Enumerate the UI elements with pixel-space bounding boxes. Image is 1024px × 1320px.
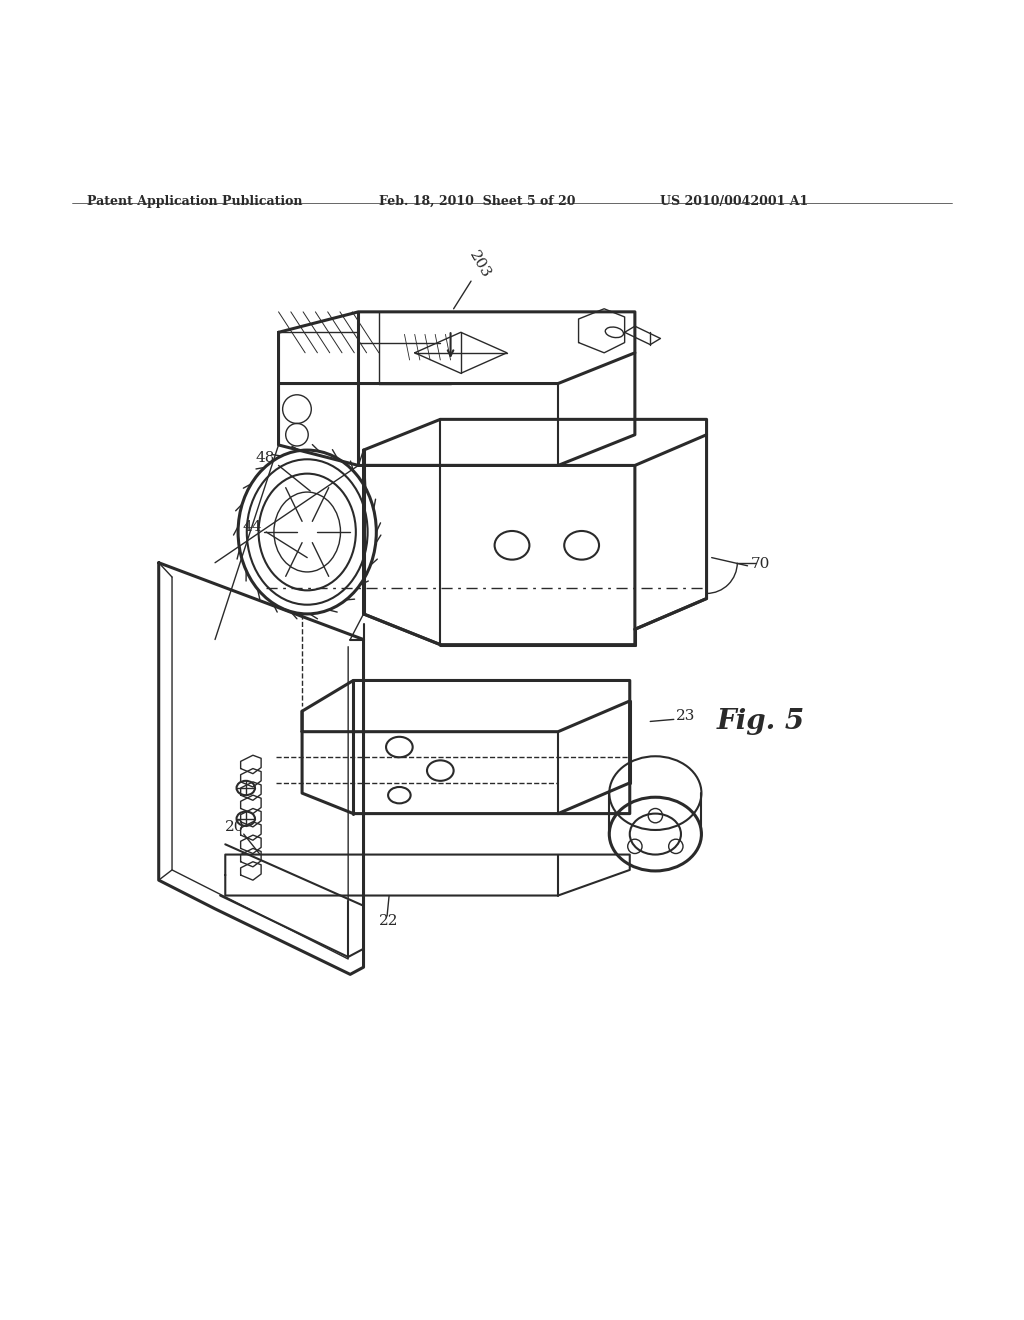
Text: Feb. 18, 2010  Sheet 5 of 20: Feb. 18, 2010 Sheet 5 of 20 — [379, 195, 575, 209]
Text: 48: 48 — [256, 451, 275, 466]
Text: Patent Application Publication: Patent Application Publication — [87, 195, 302, 209]
Text: Fig. 5: Fig. 5 — [717, 708, 805, 735]
Text: 23: 23 — [676, 709, 695, 723]
Text: 70: 70 — [751, 557, 770, 572]
Text: US 2010/0042001 A1: US 2010/0042001 A1 — [660, 195, 809, 209]
Text: 44: 44 — [243, 520, 262, 535]
Text: 22: 22 — [379, 915, 398, 928]
Text: 203: 203 — [466, 249, 493, 281]
Text: 20: 20 — [225, 820, 245, 834]
